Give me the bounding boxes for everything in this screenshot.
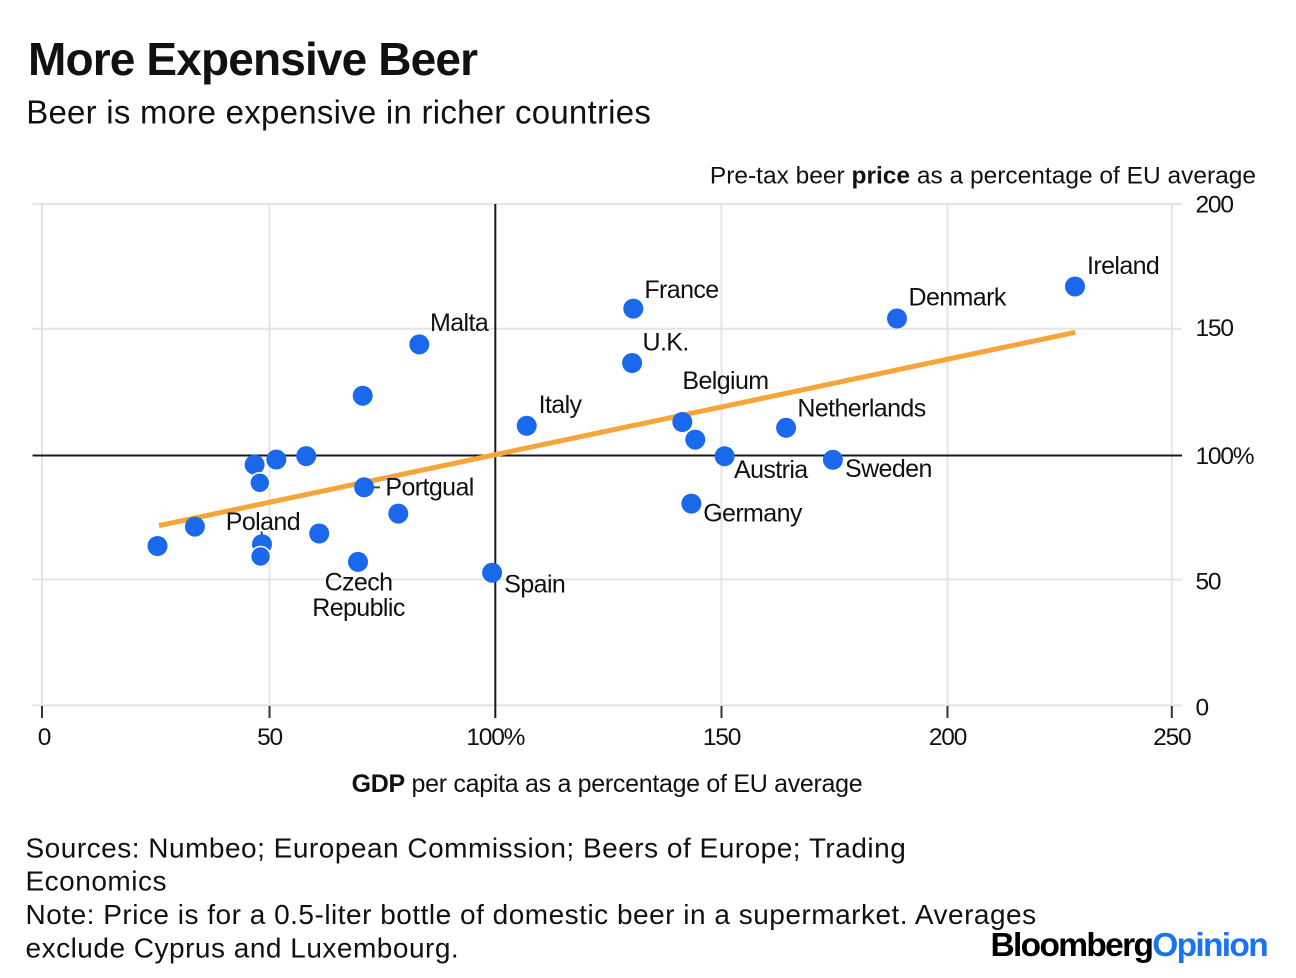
svg-text:50: 50: [257, 724, 282, 751]
svg-text:150: 150: [703, 724, 741, 751]
svg-text:100%: 100%: [466, 724, 524, 751]
svg-text:50: 50: [1196, 569, 1221, 596]
svg-text:0: 0: [1196, 694, 1209, 721]
svg-text:More Expensive Beer: More Expensive Beer: [28, 33, 478, 85]
svg-text:Germany: Germany: [703, 500, 803, 528]
svg-text:Austria: Austria: [734, 456, 808, 484]
svg-text:Ireland: Ireland: [1087, 252, 1159, 280]
svg-text:Note: Price is for a 0.5-liter: Note: Price is for a 0.5-liter bottle of…: [26, 899, 1037, 930]
svg-text:Portgual: Portgual: [385, 474, 473, 502]
svg-text:Netherlands: Netherlands: [797, 395, 925, 423]
svg-text:Belgium: Belgium: [682, 367, 768, 395]
svg-text:150: 150: [1196, 315, 1234, 342]
svg-text:Beer is more expensive in rich: Beer is more expensive in richer countri…: [26, 94, 651, 131]
svg-text:Denmark: Denmark: [909, 284, 1007, 312]
svg-text:200: 200: [929, 724, 967, 751]
svg-text:U.K.: U.K.: [643, 329, 689, 357]
svg-text:Italy: Italy: [539, 391, 583, 419]
svg-text:100%: 100%: [1196, 443, 1254, 470]
svg-text:BloombergOpinion: BloombergOpinion: [991, 927, 1268, 964]
svg-text:Sweden: Sweden: [845, 455, 932, 483]
svg-text:0: 0: [38, 724, 51, 751]
svg-text:exclude Cyprus and Luxembourg.: exclude Cyprus and Luxembourg.: [26, 932, 460, 963]
svg-text:Republic: Republic: [312, 594, 405, 622]
svg-text:Sources: Numbeo; European Comm: Sources: Numbeo; European Commission; Be…: [26, 833, 907, 864]
svg-text:Malta: Malta: [430, 309, 489, 337]
svg-text:Poland: Poland: [226, 508, 300, 536]
svg-text:France: France: [644, 276, 718, 304]
svg-text:Spain: Spain: [504, 570, 565, 598]
svg-text:250: 250: [1153, 724, 1191, 751]
svg-text:Economics: Economics: [26, 866, 167, 897]
svg-text:Pre-tax beer price as a percen: Pre-tax beer price as a percentage of EU…: [710, 162, 1256, 189]
svg-text:200: 200: [1196, 192, 1234, 219]
svg-text:Czech: Czech: [325, 569, 393, 597]
svg-text:GDP per capita as a percentage: GDP per capita as a percentage of EU ave…: [352, 770, 863, 798]
